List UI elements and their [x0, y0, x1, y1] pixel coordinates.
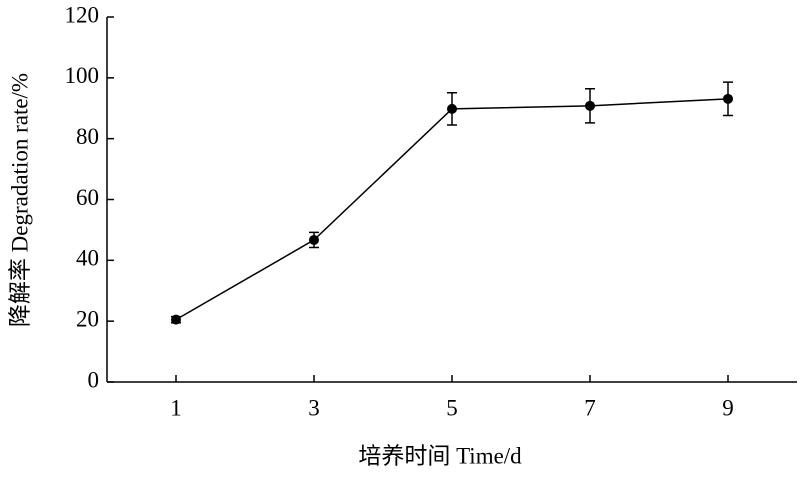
y-tick-label: 0	[88, 367, 100, 392]
data-point	[171, 314, 181, 325]
x-tick-label: 5	[446, 395, 458, 420]
y-axis-label: 降解率 Degradation rate/%	[7, 73, 32, 327]
y-tick-label: 80	[76, 124, 99, 149]
y-tick-label: 100	[65, 63, 100, 88]
x-axis-label: 培养时间 Time/d	[358, 443, 522, 468]
data-point	[723, 93, 733, 104]
y-tick-label: 120	[65, 2, 100, 27]
data-point	[447, 103, 457, 114]
x-tick-label: 9	[722, 395, 734, 420]
y-tick-label: 60	[76, 185, 99, 210]
data-line	[175, 98, 729, 321]
y-tick-label: 40	[76, 246, 99, 271]
y-tick-label: 20	[76, 306, 99, 331]
x-tick-label: 7	[584, 395, 596, 420]
data-point	[585, 100, 595, 111]
x-tick-label: 3	[308, 395, 320, 420]
data-point	[309, 234, 319, 245]
x-tick-label: 1	[170, 395, 182, 420]
